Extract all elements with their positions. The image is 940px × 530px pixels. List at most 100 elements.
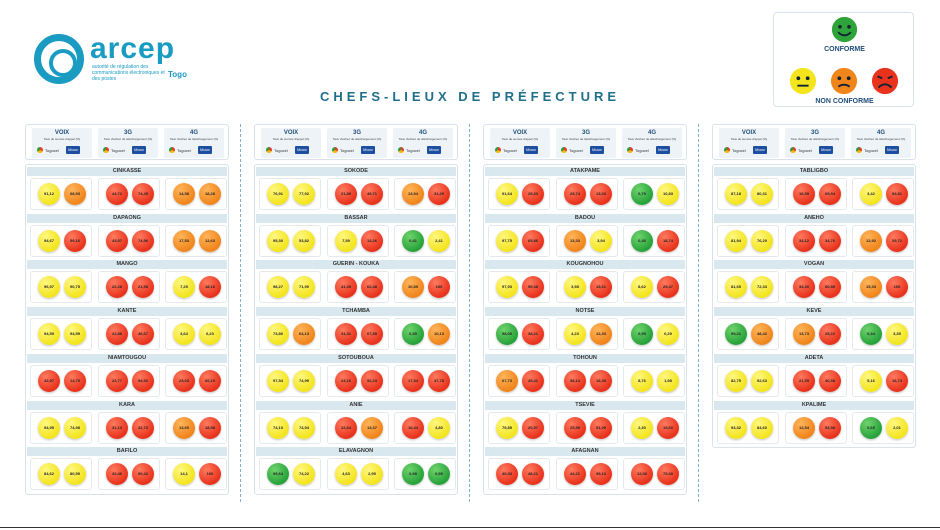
- indicator-cell: 16,99 69,94: [785, 178, 847, 210]
- indicator-dot: 93,32: [725, 417, 747, 439]
- indicator-dot: 0,35: [402, 323, 424, 345]
- indicator-dot: 97,93: [496, 276, 518, 298]
- indicator-dot: 13,26: [361, 230, 383, 252]
- indicator-dot: 52,23: [361, 370, 383, 392]
- city-header: CINKASSE: [27, 167, 227, 176]
- indicator-dot: 77,92: [293, 183, 315, 205]
- indicator-dot: 95,13: [590, 463, 612, 485]
- indicator-dot: 10,13: [428, 323, 450, 345]
- logo-word: arcep: [90, 32, 176, 65]
- tech-name: VOIX: [54, 130, 70, 136]
- indicator-dot: 22,88: [106, 323, 128, 345]
- indicator-dot: 13,69: [173, 417, 195, 439]
- city-name: BADOU: [574, 215, 596, 221]
- indicator-cell: 23,03 66,19: [165, 365, 227, 397]
- indicator-dot: 67,73: [496, 370, 518, 392]
- indicator-cell: 34,30 60,89: [785, 271, 847, 303]
- city-header: ELAVAGNON: [256, 447, 456, 456]
- indicator-dot: 3,94: [590, 230, 612, 252]
- tech-name: 3G: [123, 130, 132, 136]
- indicator-dot: 16,39: [590, 370, 612, 392]
- indicator-dot: 94,59: [38, 323, 60, 345]
- city-name: SOKODE: [344, 168, 368, 174]
- indicator-cell: 32,46 90,42: [98, 458, 160, 490]
- indicator-cell: 91,64 25,33: [488, 178, 550, 210]
- tech-header: VOIX Taux de succès d'appel (%) Togocel Moo…: [32, 128, 92, 158]
- indicator-dot: 44,21: [564, 463, 586, 485]
- indicator-dot: 96,97: [38, 276, 60, 298]
- indicator-cell: 17,54 47,78: [394, 365, 456, 397]
- togocel-logo-icon: Togocel: [398, 146, 420, 154]
- tech-metric: Taux d'échec de téléchargement (%): [398, 137, 448, 141]
- panel-header: VOIX Taux de succès d'appel (%) Togocel Moo…: [254, 124, 458, 160]
- indicator-cell: 14,1 100: [165, 458, 227, 490]
- green-smile-icon: [831, 16, 858, 43]
- indicator-dot: 22,64: [335, 417, 357, 439]
- city-header: MANGO: [27, 260, 227, 269]
- indicator-dot: 31,31: [335, 323, 357, 345]
- moov-logo-icon: Moov: [295, 146, 309, 154]
- indicator-cell: 0,65 2,01: [852, 412, 914, 444]
- panel-header: VOIX Taux de succès d'appel (%) Togocel Moo…: [25, 124, 229, 160]
- indicator-dot: 10,89: [402, 276, 424, 298]
- indicator-cell: 7,25 18,16: [165, 271, 227, 303]
- moov-logo-icon: Moov: [132, 146, 146, 154]
- indicator-dot: 22,28: [106, 276, 128, 298]
- indicator-cell: 98,27 71,90: [259, 271, 321, 303]
- indicator-dot: 10,83: [657, 183, 679, 205]
- indicator-cell: 0,34 3,39: [852, 318, 914, 350]
- indicator-cell: 12,00 79,30: [623, 458, 685, 490]
- indicator-dot: 25,22: [819, 323, 841, 345]
- indicator-dot: 97,54: [267, 370, 289, 392]
- indicator-dot: 44,72: [106, 183, 128, 205]
- indicator-dot: 68,93: [64, 183, 86, 205]
- indicator-cell: 13,73 25,22: [785, 318, 847, 350]
- indicator-cell: 0,35 10,13: [394, 318, 456, 350]
- indicator-cell: 25,59 91,09: [556, 412, 618, 444]
- indicator-dot: 31,13: [106, 417, 128, 439]
- indicator-cell: 0,36 18,74: [623, 225, 685, 257]
- indicator-cell: 38,14 16,39: [556, 365, 618, 397]
- moov-logo-icon: Moov: [656, 146, 670, 154]
- indicator-dot: 12,00: [631, 463, 653, 485]
- arcep-logo: arcep autorité de régulation des communi…: [34, 32, 194, 84]
- indicator-cell: 42,97 14,79: [30, 365, 92, 397]
- indicator-dot: 79,85: [496, 417, 518, 439]
- indicator-dot: 80,59: [64, 463, 86, 485]
- logo-country: Togo: [168, 70, 187, 79]
- indicator-dot: 20,57: [522, 417, 544, 439]
- indicator-cell: 14,58 18,28: [165, 178, 227, 210]
- moov-logo-icon: Moov: [427, 146, 441, 154]
- indicator-cell: 0,55 0,29: [623, 318, 685, 350]
- indicator-dot: 98,00: [496, 323, 518, 345]
- moov-logo-icon: Moov: [524, 146, 538, 154]
- panel-body: SOKODE 76,91 77,92 21,89 49,71 13,94 31,29 BASS…: [254, 164, 458, 495]
- indicator-cell: 24,16 52,23: [327, 365, 389, 397]
- panel-body: CINKASSE 91,12 68,93 44,72 74,45 14,58 18,28 DA…: [25, 164, 229, 495]
- indicator-cell: 82,75 92,63: [717, 365, 779, 397]
- indicator-dot: 7,59: [335, 230, 357, 252]
- indicator-cell: 99,21 48,42: [717, 318, 779, 350]
- indicator-dot: 25,74: [564, 183, 586, 205]
- indicator-dot: 0,41: [402, 230, 424, 252]
- indicator-dot: 49,71: [361, 183, 383, 205]
- indicator-cell: 96,97 90,75: [30, 271, 92, 303]
- indicator-cell: 4,63 2,95: [327, 458, 389, 490]
- indicator-dot: 62,48: [361, 276, 383, 298]
- city-header: ATAKPAME: [485, 167, 685, 176]
- indicator-cell: 13,69 18,98: [165, 412, 227, 444]
- indicator-dot: 17,54: [402, 370, 424, 392]
- city-header: KEVE: [714, 307, 914, 316]
- orange-frown-icon: [830, 67, 858, 95]
- indicator-dot: 13,03: [590, 183, 612, 205]
- moov-logo-icon: Moov: [753, 146, 767, 154]
- indicator-dot: 41,35: [335, 276, 357, 298]
- indicator-cell: 3,98 13,61: [556, 271, 618, 303]
- tech-name: 4G: [647, 130, 656, 136]
- indicator-dot: 4,80: [428, 417, 450, 439]
- indicator-cell: 13,33 3,94: [556, 225, 618, 257]
- city-header: ANIE: [256, 401, 456, 410]
- tech-header: 3G Taux d'échec de téléchargement (%) Togo…: [98, 128, 158, 158]
- indicator-dot: 3,64: [173, 323, 195, 345]
- indicator-dot: 0,55: [631, 323, 653, 345]
